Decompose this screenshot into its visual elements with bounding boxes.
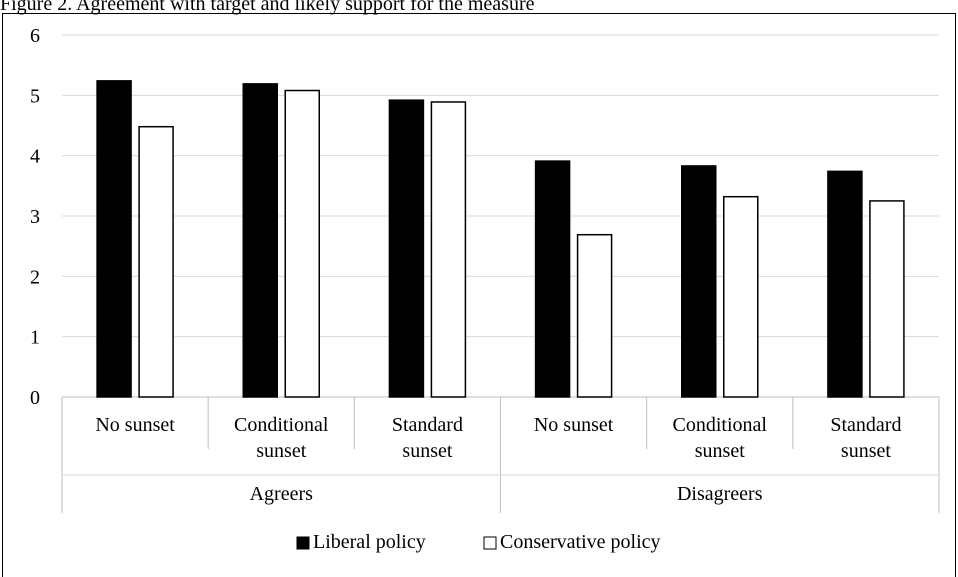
bar <box>723 195 759 398</box>
bar <box>138 125 174 398</box>
group-label: Disagreers <box>677 483 763 505</box>
y-tick-label: 5 <box>30 85 40 107</box>
category-label: sunset <box>402 440 452 462</box>
category-label: No sunset <box>534 414 614 436</box>
y-tick-label: 3 <box>30 206 40 228</box>
gridlines <box>62 34 939 398</box>
y-tick-label: 0 <box>30 387 40 409</box>
y-tick-label: 6 <box>30 25 40 47</box>
bar <box>284 89 320 398</box>
bar <box>681 165 717 398</box>
bars <box>96 80 905 398</box>
category-label: Conditional <box>234 414 329 436</box>
figure-caption: Figure 2. Agreement with target and like… <box>0 0 535 15</box>
legend-label: Liberal policy <box>313 531 426 553</box>
bar <box>430 101 467 398</box>
legend-label: Conservative policy <box>500 531 661 553</box>
category-label: Conditional <box>673 414 768 436</box>
category-label: Standard <box>392 414 463 436</box>
chart-frame <box>2 13 956 577</box>
bar <box>388 99 425 398</box>
y-axis: 0 1 2 3 4 5 6 <box>30 25 40 409</box>
bar <box>827 170 863 398</box>
legend-swatch <box>296 536 310 550</box>
y-tick-label: 2 <box>30 266 40 288</box>
bar <box>576 233 613 398</box>
bar <box>534 160 571 398</box>
group-label: Agreers <box>250 483 314 505</box>
category-label: No sunset <box>95 414 175 436</box>
y-tick-label: 4 <box>30 146 40 168</box>
bar <box>242 83 278 398</box>
legend: Liberal policy Conservative policy <box>296 531 661 553</box>
bar <box>869 200 905 398</box>
category-label: sunset <box>256 440 306 462</box>
legend-swatch <box>483 536 497 550</box>
x-axis: No sunset Conditional sunset Standard sunset… <box>61 397 940 513</box>
category-label: Standard <box>830 414 901 436</box>
bar <box>96 80 132 398</box>
category-label: sunset <box>695 440 745 462</box>
y-tick-label: 1 <box>30 327 40 349</box>
category-label: sunset <box>841 440 891 462</box>
